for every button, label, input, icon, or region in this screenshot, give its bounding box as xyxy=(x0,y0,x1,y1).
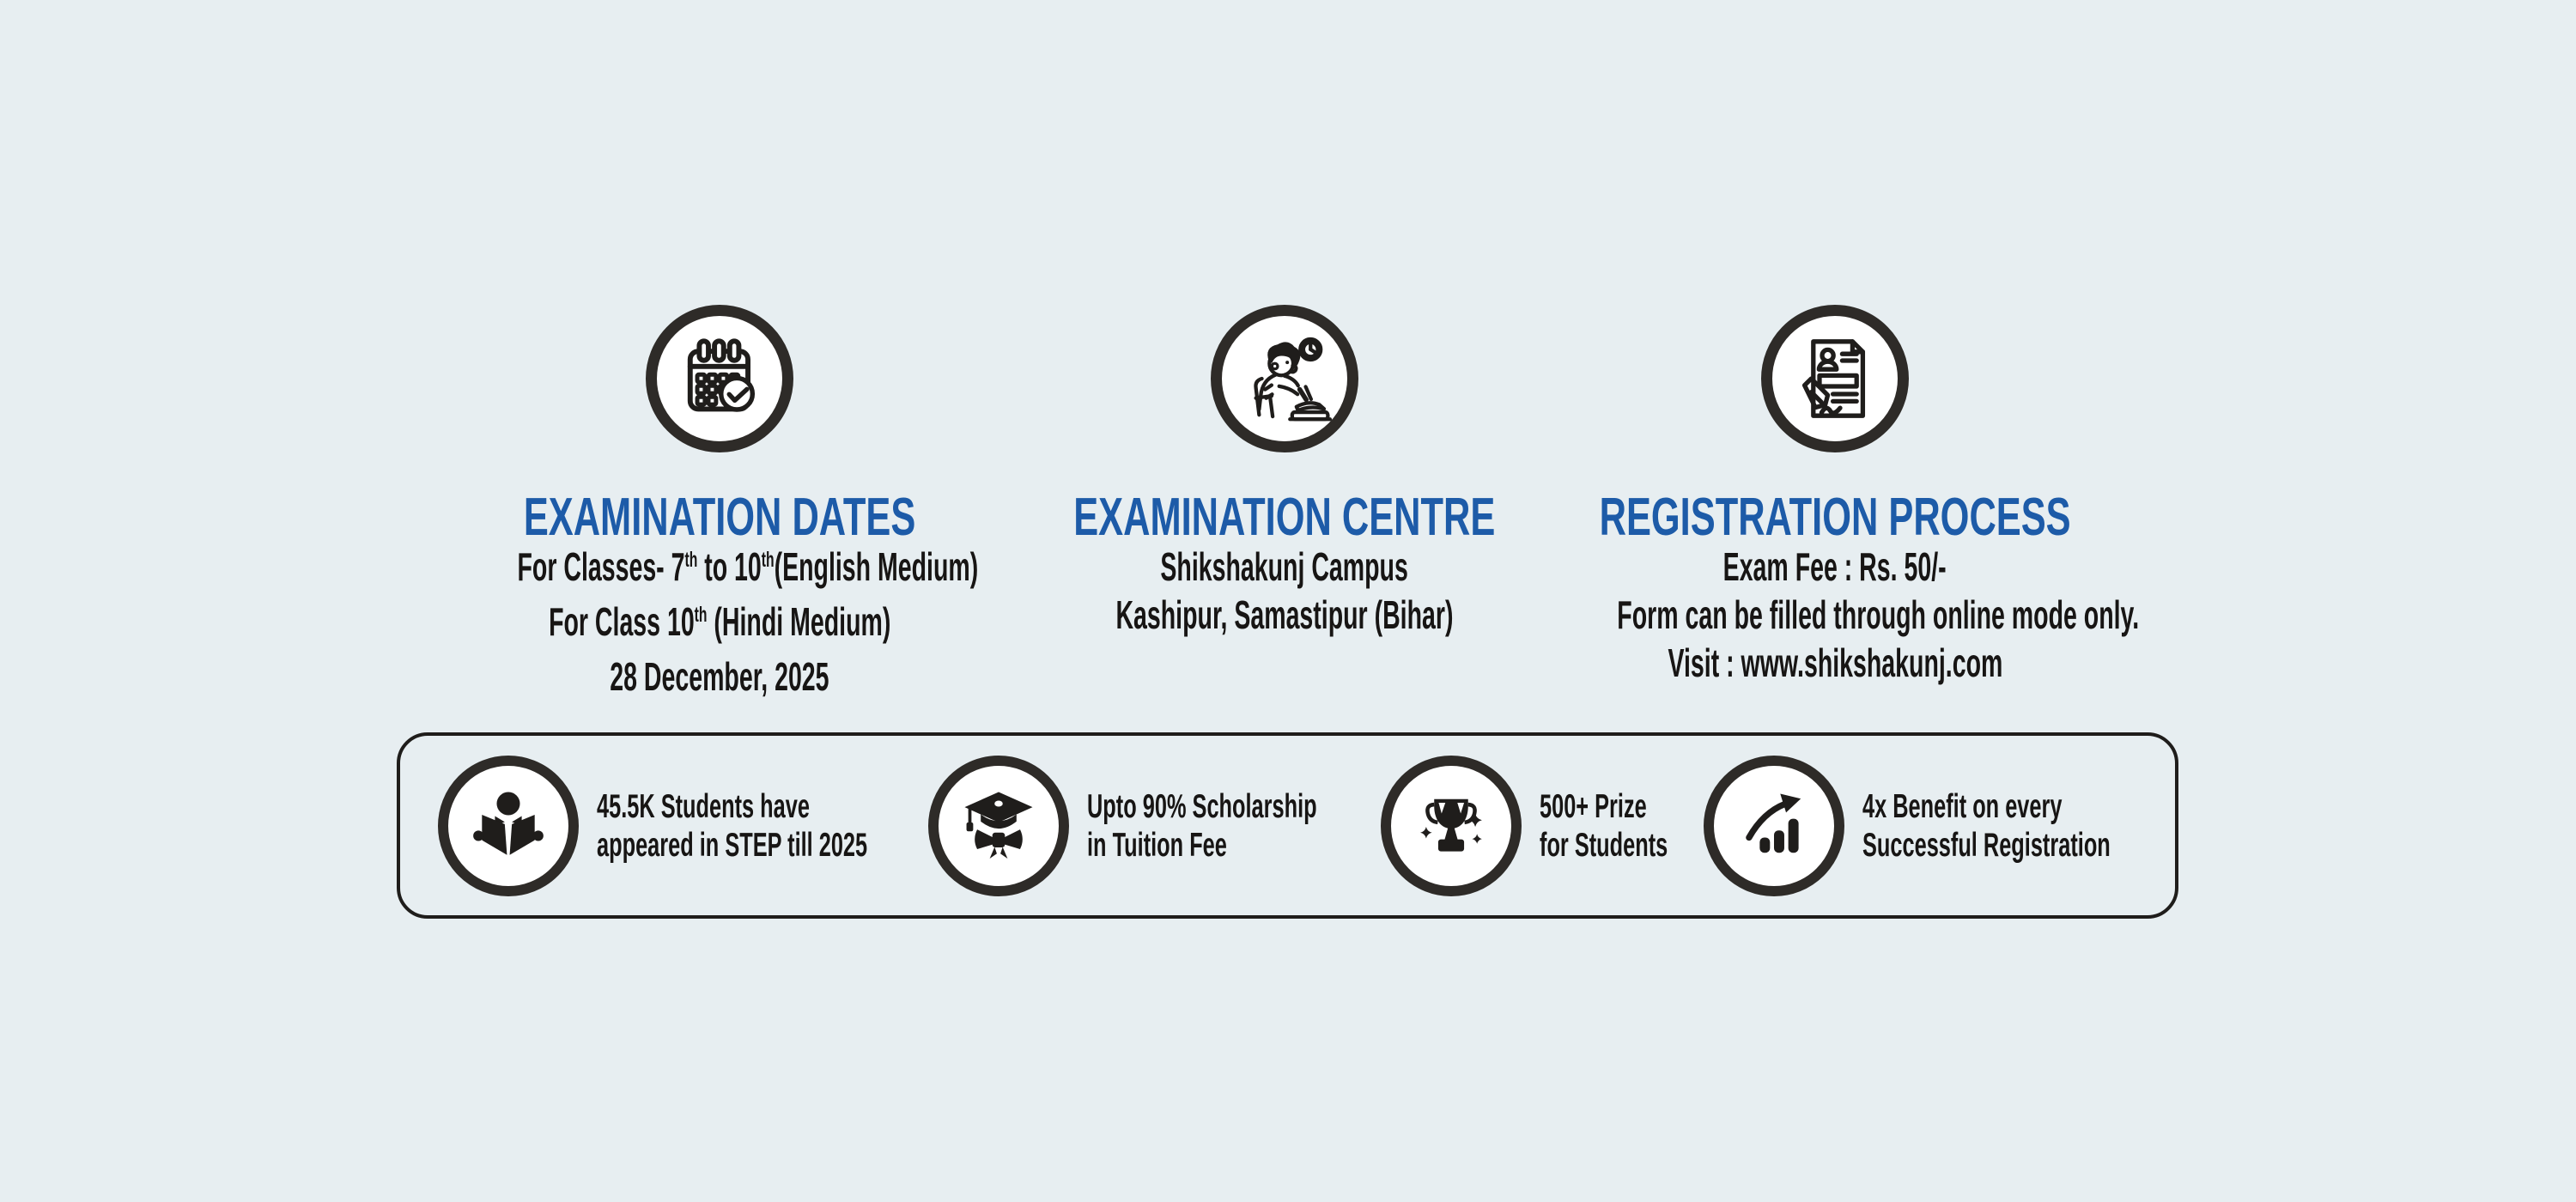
calendar-check-icon xyxy=(646,305,793,452)
website-url: Visit : www.shikshakunj.com xyxy=(1668,640,2002,685)
examination-dates-section: EXAMINATION DATES For Classes- 7th to 10… xyxy=(376,305,1063,701)
feature-item: Upto 90% Scholarship in Tuition Fee xyxy=(928,755,1358,896)
examination-centre-section: EXAMINATION CENTRE Shikshakunj Campus Ka… xyxy=(941,305,1628,639)
growth-chart-icon xyxy=(1703,755,1844,896)
section-text-line: For Classes- 7th to 10th(English Medium) xyxy=(517,544,979,589)
graduation-cap-icon xyxy=(928,755,1070,896)
trophy-icon xyxy=(1380,755,1522,896)
section-text-line: Exam Fee : Rs. 50/- xyxy=(1723,544,1947,589)
section-title: EXAMINATION DATES xyxy=(523,488,916,547)
registration-form-icon xyxy=(1761,305,1909,452)
section-text-line: Kashipur, Samastipur (Bihar) xyxy=(1115,592,1454,637)
student-writing-icon xyxy=(1211,305,1358,452)
feature-text-line: Upto 90% Scholarship xyxy=(1087,787,1317,825)
section-text-line: 28 December, 2025 xyxy=(610,654,829,699)
registration-process-section: REGISTRATION PROCESS Exam Fee : Rs. 50/-… xyxy=(1457,305,2213,687)
feature-text-line: for Students xyxy=(1539,826,1668,864)
section-text-line: Shikshakunj Campus xyxy=(1160,544,1409,589)
feature-item: 500+ Prize for Students xyxy=(1380,755,1681,896)
feature-text-line: 45.5K Students have xyxy=(597,787,810,825)
feature-item: 4x Benefit on every Successful Registrat… xyxy=(1703,755,2137,896)
feature-text-line: appeared in STEP till 2025 xyxy=(597,826,868,864)
section-text-line: Form can be filled through online mode o… xyxy=(1617,592,2140,637)
reading-student-icon xyxy=(438,755,579,896)
section-text-line: For Class 10th (Hindi Medium) xyxy=(548,599,891,644)
section-title: EXAMINATION CENTRE xyxy=(1073,488,1496,547)
feature-item: 45.5K Students have appeared in STEP til… xyxy=(438,755,906,896)
feature-text-line: in Tuition Fee xyxy=(1087,826,1228,864)
feature-text-line: 4x Benefit on every xyxy=(1862,787,2063,825)
feature-text-line: Successful Registration xyxy=(1862,826,2111,864)
section-title: REGISTRATION PROCESS xyxy=(1599,488,2071,547)
highlights-bar: 45.5K Students have appeared in STEP til… xyxy=(397,732,2178,919)
feature-text-line: 500+ Prize xyxy=(1539,787,1647,825)
